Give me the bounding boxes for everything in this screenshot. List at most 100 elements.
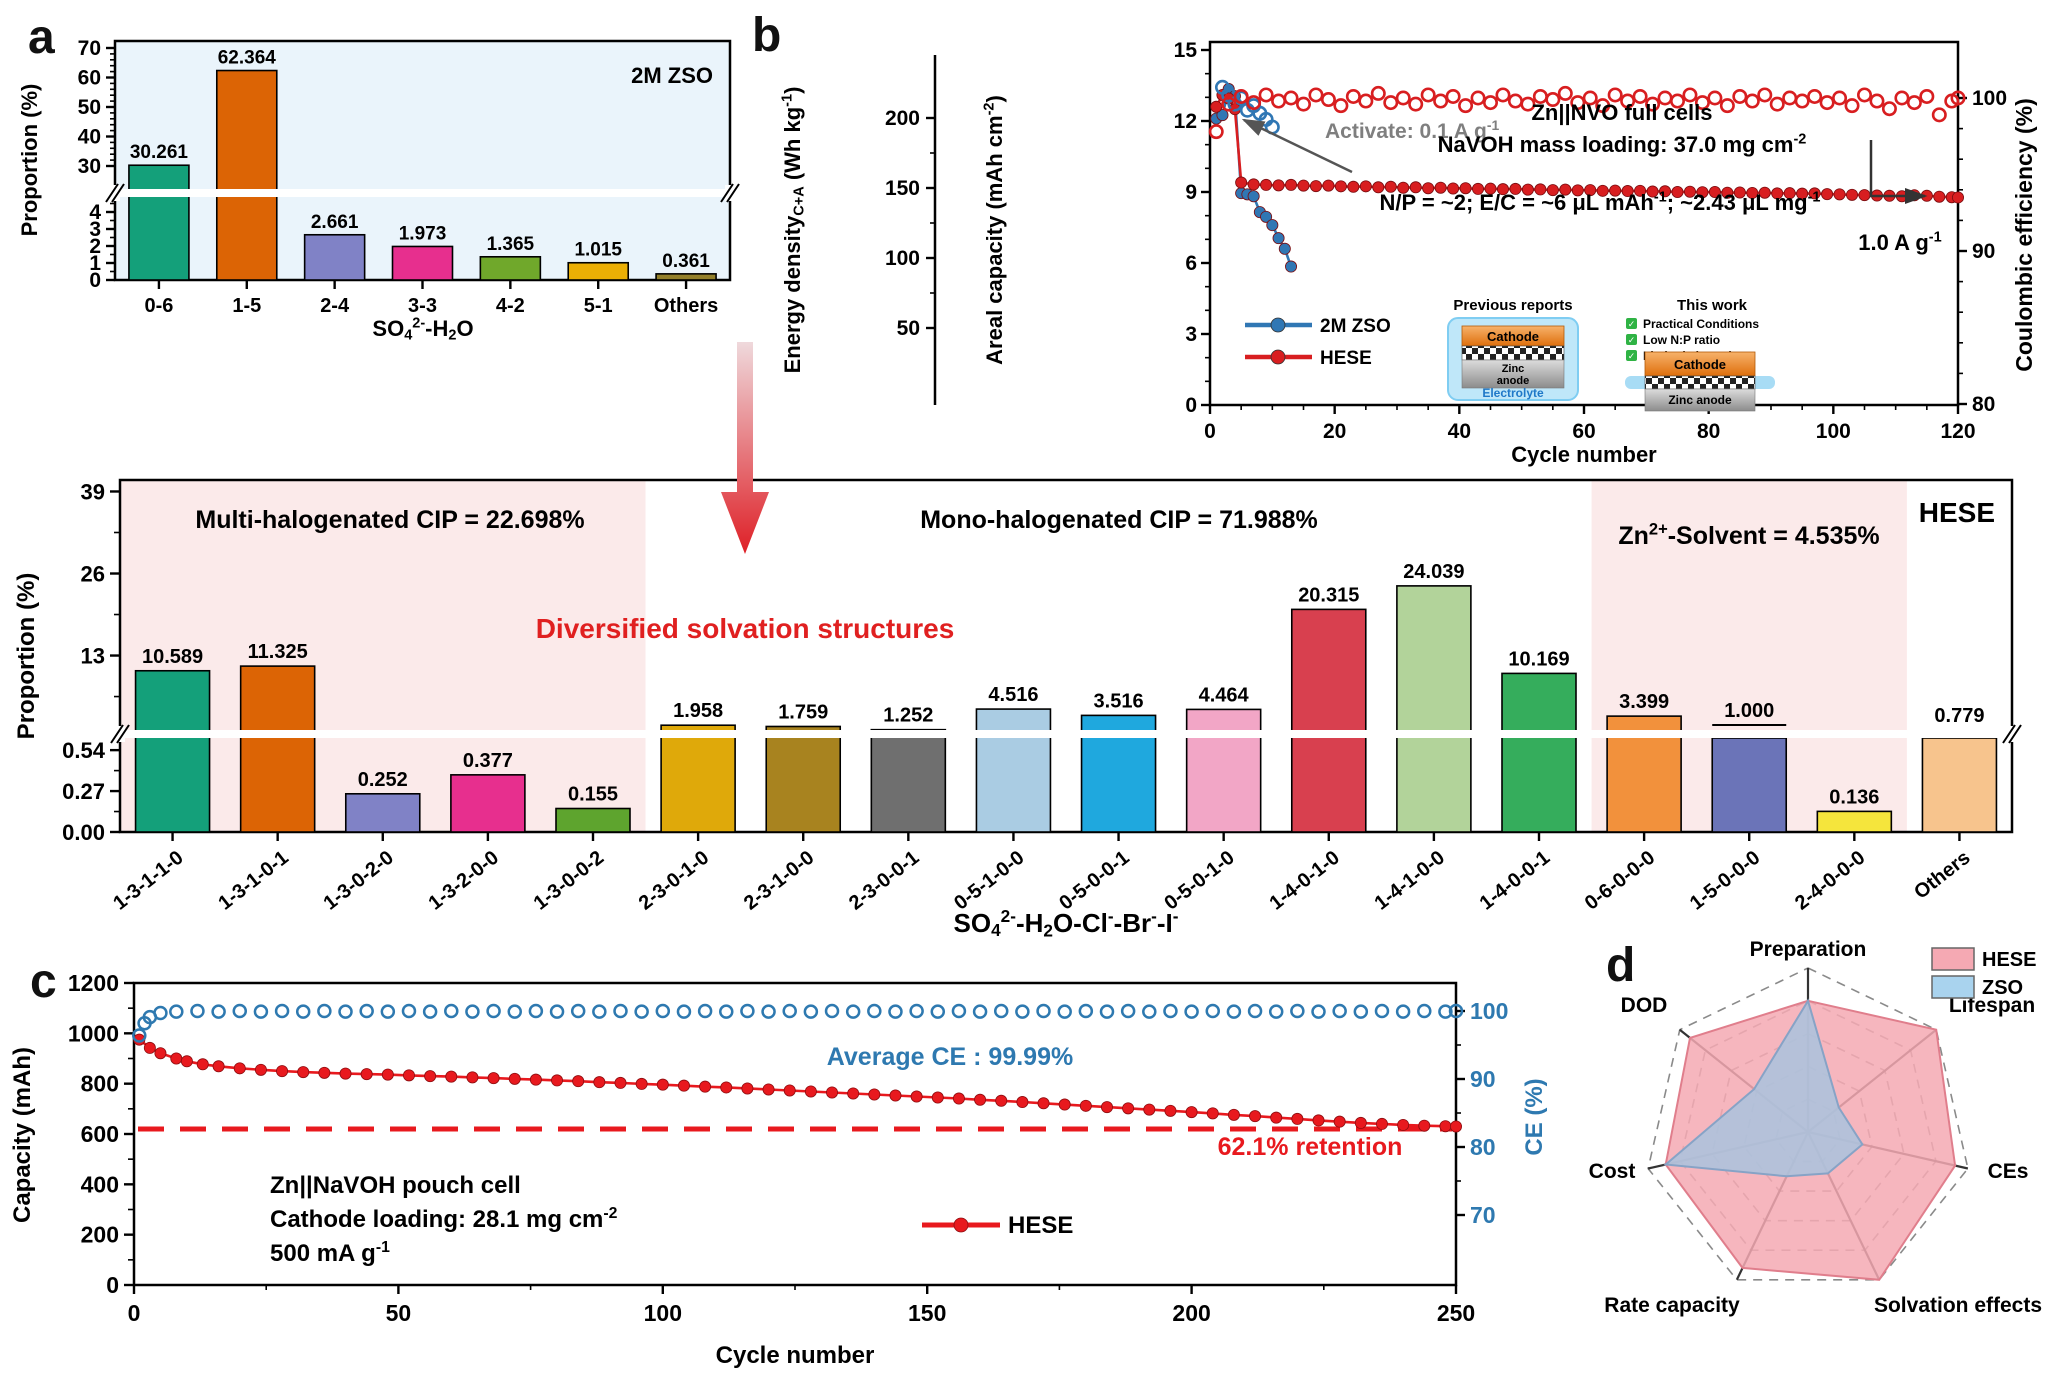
- corner-label: HESE: [1919, 497, 1995, 528]
- svg-text:4.516: 4.516: [988, 684, 1038, 706]
- svg-text:HESE: HESE: [1982, 949, 2036, 971]
- bar-5-1: [567, 261, 630, 281]
- svg-text:Practical Conditions: Practical Conditions: [1643, 317, 1759, 331]
- svg-text:Others: Others: [1910, 847, 1974, 904]
- svg-text:Zinc: Zinc: [1502, 363, 1525, 375]
- rate-annotation: 1.0 A g-1: [1858, 230, 1941, 255]
- svg-text:400: 400: [81, 1171, 119, 1197]
- svg-text:HESE: HESE: [1008, 1212, 1073, 1239]
- svg-text:4.464: 4.464: [1199, 684, 1250, 706]
- inset-this-work: This work ✓ Practical Conditions ✓ Low N:P r…: [1625, 297, 1775, 412]
- bar-1-3-1-1-0: [134, 669, 211, 833]
- svg-text:✓: ✓: [1628, 351, 1636, 361]
- bars: 30.261 62.364 2.661 1.973 1.365 1.015 0.361: [128, 48, 717, 281]
- inset-previous-reports: Previous reports Cathode ZincanodeElectrol…: [1447, 297, 1579, 401]
- svg-text:2-3-0-1-0: 2-3-0-1-0: [635, 847, 713, 915]
- svg-text:1.958: 1.958: [673, 700, 723, 722]
- svg-text:1-3-2-0-0: 1-3-2-0-0: [425, 847, 503, 915]
- svg-text:0.252: 0.252: [358, 769, 408, 791]
- svg-text:1-3-1-1-0: 1-3-1-1-0: [109, 847, 187, 915]
- svg-text:0.136: 0.136: [1829, 786, 1879, 808]
- svg-text:0: 0: [1204, 420, 1216, 443]
- ce-axis-title: Coulombic efficiency (%): [2011, 98, 2037, 371]
- svg-text:40: 40: [78, 126, 101, 149]
- svg-text:20: 20: [1323, 420, 1346, 443]
- svg-text:39: 39: [81, 479, 105, 504]
- svg-text:2-3-0-0-1: 2-3-0-0-1: [845, 847, 923, 915]
- svg-text:200: 200: [1172, 1300, 1210, 1326]
- svg-text:anode: anode: [1497, 375, 1529, 387]
- svg-text:Rate capacity: Rate capacity: [1604, 1294, 1740, 1317]
- panel-d-svg: Preparation Lifespan CEs Solvation effects R…: [1589, 938, 2042, 1317]
- svg-text:1.000: 1.000: [1724, 700, 1774, 722]
- svg-text:1: 1: [89, 252, 101, 275]
- svg-text:100: 100: [1972, 87, 2007, 110]
- bar-Others: [1921, 737, 1998, 833]
- zn-solvent-label: Zn2+-Solvent = 4.535%: [1618, 521, 1879, 551]
- svg-text:3-3: 3-3: [408, 295, 437, 317]
- svg-text:150: 150: [908, 1300, 946, 1326]
- bar-1-3-0-0-2: [555, 807, 631, 833]
- series-capacity: [133, 1033, 1463, 1133]
- series-hese-capacity: [1210, 88, 1965, 204]
- bar-1-3-0-2-0: [344, 792, 421, 833]
- bar-1-3-1-0-1: [239, 665, 316, 833]
- corner-label: 2M ZSO: [631, 63, 713, 88]
- svg-text:0.779: 0.779: [1934, 705, 1984, 727]
- retention-label: 62.1% retention: [1218, 1133, 1403, 1161]
- svg-text:0.377: 0.377: [463, 750, 513, 772]
- svg-text:3: 3: [89, 218, 101, 241]
- svg-text:70: 70: [1470, 1202, 1496, 1228]
- svg-text:0-6: 0-6: [144, 295, 173, 317]
- bar-Others: [655, 273, 717, 281]
- bar-3-3: [391, 245, 454, 281]
- svg-text:Others: Others: [654, 295, 718, 317]
- svg-text:ZSO: ZSO: [1982, 977, 2023, 999]
- svg-text:HESE: HESE: [1320, 348, 1372, 369]
- svg-text:0.54: 0.54: [62, 738, 106, 763]
- svg-text:5-1: 5-1: [584, 295, 613, 317]
- svg-text:200: 200: [81, 1222, 119, 1248]
- radar-chart: Preparation Lifespan CEs Solvation effects R…: [1560, 938, 2048, 1380]
- svg-text:80: 80: [1470, 1134, 1496, 1160]
- svg-text:0.155: 0.155: [568, 784, 618, 806]
- svg-text:1-3-1-0-1: 1-3-1-0-1: [214, 847, 292, 915]
- svg-text:60: 60: [1572, 420, 1595, 443]
- multi-cip-label: Multi-halogenated CIP = 22.698%: [195, 506, 584, 534]
- svg-text:3: 3: [1185, 323, 1197, 346]
- y-axis-title: Proportion (%): [13, 573, 40, 740]
- bar-0-5-1-0-0: [975, 708, 1052, 833]
- svg-text:100: 100: [1470, 998, 1508, 1024]
- svg-text:0: 0: [89, 269, 101, 292]
- svg-text:20.315: 20.315: [1298, 584, 1359, 606]
- energy-axis-title: Energy densityC+A (Wh kg-1): [780, 87, 808, 374]
- hese-solvation-chart: 10.589 11.325 0.252 0.377 0.155 1.958 1.759 1.2…: [0, 460, 2048, 985]
- svg-text:✓: ✓: [1628, 319, 1636, 329]
- svg-text:1.365: 1.365: [487, 234, 535, 255]
- svg-text:2: 2: [89, 235, 101, 258]
- bar-0-6: [128, 164, 190, 281]
- svg-text:1.252: 1.252: [883, 705, 933, 727]
- panel-b-chart: 50 100 150 200 Energy densityC+A (Wh kg-1) 0 3…: [740, 0, 2048, 475]
- panel-label-d: d: [1606, 939, 1636, 992]
- svg-text:Preparation: Preparation: [1750, 940, 1867, 961]
- svg-text:1.015: 1.015: [574, 240, 622, 261]
- series-hese-ce: [1208, 85, 1966, 140]
- svg-text:0-6-0-0-0: 0-6-0-0-0: [1581, 847, 1659, 915]
- hese-panel-svg: 10.589 11.325 0.252 0.377 0.155 1.958 1.759 1.2…: [13, 478, 2022, 940]
- svg-text:1-3-0-2-0: 1-3-0-2-0: [319, 847, 397, 915]
- bar-2-4-0-0-0: [1816, 810, 1893, 833]
- series-ce: [132, 1003, 1464, 1043]
- svg-text:15: 15: [1174, 39, 1198, 62]
- bar-1-5: [215, 69, 278, 281]
- svg-text:1-4-0-0-1: 1-4-0-0-1: [1476, 847, 1554, 915]
- bar-4-2: [479, 255, 542, 281]
- bars: 10.589 11.325 0.252 0.377 0.155 1.958 1.759 1.2…: [134, 561, 1998, 833]
- svg-text:Low N:P ratio: Low N:P ratio: [1643, 333, 1720, 347]
- panel-c-svg: 0 200 400 600 800 1000 1200 0 50 100 150 200 250 70 80…: [9, 970, 1548, 1369]
- svg-text:DOD: DOD: [1621, 994, 1668, 1017]
- bar-0-5-0-1-0: [1185, 708, 1262, 833]
- info-line-2: Cathode loading: 28.1 mg cm-2: [270, 1205, 618, 1233]
- panel-c-chart: 0 200 400 600 800 1000 1200 0 50 100 150 200 250 70 80…: [0, 955, 1580, 1380]
